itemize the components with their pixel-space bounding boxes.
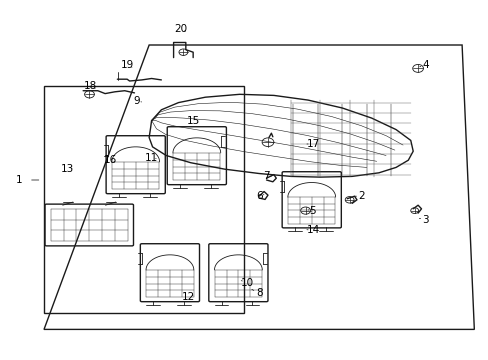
Text: 13: 13 bbox=[61, 164, 74, 174]
Text: 5: 5 bbox=[309, 206, 316, 216]
Text: 6: 6 bbox=[255, 191, 262, 201]
Text: 9: 9 bbox=[133, 96, 140, 106]
Text: 17: 17 bbox=[305, 139, 319, 149]
Text: 4: 4 bbox=[421, 60, 428, 70]
Text: 16: 16 bbox=[103, 155, 117, 165]
Text: 11: 11 bbox=[144, 153, 158, 163]
Text: 10: 10 bbox=[240, 278, 253, 288]
Text: 18: 18 bbox=[83, 81, 97, 91]
Text: 7: 7 bbox=[263, 171, 269, 181]
Text: 15: 15 bbox=[186, 116, 200, 126]
Text: 8: 8 bbox=[255, 288, 262, 298]
Text: 12: 12 bbox=[181, 292, 195, 302]
Text: 2: 2 bbox=[358, 191, 365, 201]
Text: 14: 14 bbox=[305, 225, 319, 235]
Text: 20: 20 bbox=[174, 24, 187, 34]
Text: 19: 19 bbox=[120, 60, 134, 70]
Text: 1: 1 bbox=[16, 175, 23, 185]
Text: 3: 3 bbox=[421, 215, 428, 225]
